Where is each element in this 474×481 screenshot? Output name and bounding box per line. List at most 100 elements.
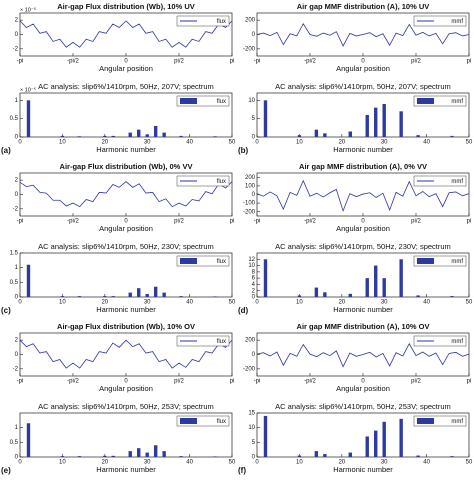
bar	[263, 415, 268, 457]
plot-frame	[19, 92, 233, 138]
x-tick-label: -pi/2	[67, 219, 79, 225]
chart-title: Air-gap Flux distribution (Wb), 10% OV	[57, 322, 195, 331]
chart-title: AC analysis: slip6%/1410rpm, 50Hz, 230V;…	[275, 242, 451, 251]
bar	[263, 100, 268, 137]
y-tick-label: 1	[15, 425, 19, 431]
line	[19, 181, 233, 208]
legend-label: mmf	[451, 259, 463, 265]
bar	[77, 136, 82, 137]
legend-box	[176, 255, 230, 267]
bar	[382, 421, 386, 457]
x-axis-label: Harmonic number	[96, 465, 156, 474]
x-tick-label: 40	[423, 300, 430, 306]
x-tick-label: 10	[296, 140, 303, 146]
bar	[399, 259, 403, 297]
x-tick-label: 0	[361, 59, 365, 65]
y-tick-label: 1.5	[10, 251, 19, 257]
y-tick-label: 2	[15, 178, 19, 184]
y-tick-label: 10	[248, 98, 255, 104]
panel-label: (a)	[1, 146, 11, 155]
bar	[382, 278, 386, 297]
y-tick-label: 4	[252, 282, 256, 288]
y-tick-label: 0	[15, 135, 19, 141]
x-tick-label: -pi/2	[67, 379, 79, 385]
legend-box	[176, 15, 230, 27]
legend-label: flux	[217, 419, 226, 425]
x-tick-label: 0	[361, 219, 365, 225]
x-tick-label: 30	[381, 300, 388, 306]
y-tick-label: 0	[15, 192, 19, 198]
x-tick-label: 30	[144, 140, 151, 146]
legend-box	[413, 255, 467, 267]
y-tick-label: -200	[243, 366, 256, 372]
bar	[162, 451, 166, 457]
bar	[450, 296, 454, 297]
panel-label: (d)	[238, 306, 249, 315]
chart-title: Air-gap Flux distribution (Wb), 10% UV	[57, 2, 195, 11]
y-tick-label: 200	[245, 338, 256, 344]
bar	[348, 452, 352, 457]
x-tick-label: pi/2	[411, 219, 421, 225]
bar	[213, 296, 217, 297]
bar	[103, 455, 107, 457]
y-tick-label: 0	[252, 455, 256, 461]
y-tick-label: 1	[15, 265, 19, 271]
x-tick-label: 50	[229, 460, 236, 466]
x-tick-label: 0	[124, 59, 128, 65]
y-tick-label: -2	[13, 366, 19, 372]
x-tick-label: 0	[124, 379, 128, 385]
bar	[137, 129, 141, 137]
y-tick-label: 100	[245, 183, 256, 189]
x-tick-label: 50	[466, 300, 473, 306]
plot-frame	[19, 252, 233, 298]
x-tick-label: 0	[18, 300, 22, 306]
y-tick-label: 6	[252, 276, 256, 282]
bar	[297, 455, 302, 457]
x-tick-label: 20	[101, 460, 108, 466]
y-tick-label: 2	[15, 338, 19, 344]
y-tick-label: 0	[15, 455, 19, 461]
y-tick-label: 10	[248, 425, 255, 431]
x-tick-label: 40	[423, 140, 430, 146]
x-tick-label: pi/2	[411, 379, 421, 385]
bar	[60, 135, 65, 137]
x-tick-label: 20	[101, 140, 108, 146]
x-tick-label: 40	[423, 460, 430, 466]
bar	[450, 135, 454, 137]
chart-title: AC analysis: slip6%/1410rpm, 50Hz, 253V;…	[275, 402, 451, 411]
chart-title: Air gap MMF distribution (A), 10% UV	[297, 2, 430, 11]
bar	[179, 296, 183, 297]
legend-label: mmf	[451, 419, 463, 425]
legend-label: mmf	[451, 339, 463, 345]
line	[19, 339, 233, 369]
bar	[145, 452, 149, 457]
bar	[145, 294, 149, 297]
legend-box	[176, 415, 230, 427]
x-tick-label: 30	[144, 460, 151, 466]
bar	[374, 107, 378, 137]
y-tick-label: 0	[252, 295, 256, 301]
x-tick-label: 50	[229, 300, 236, 306]
bar	[365, 436, 369, 457]
x-tick-label: -pi	[254, 59, 261, 65]
bar	[145, 134, 149, 137]
legend-label: flux	[217, 19, 226, 25]
bar	[213, 136, 217, 137]
legend-label: flux	[217, 339, 226, 345]
bar	[77, 456, 82, 457]
bar	[416, 295, 420, 297]
y-tick-label: 200	[245, 18, 256, 24]
bar	[323, 133, 327, 137]
bar	[374, 430, 378, 457]
x-tick-label: 50	[466, 460, 473, 466]
chart-title: Air gap MMF distribution (A), 10% OV	[297, 322, 430, 331]
x-tick-label: 0	[18, 460, 22, 466]
bar	[213, 456, 217, 457]
bar	[297, 135, 302, 137]
x-tick-label: 20	[338, 300, 345, 306]
x-tick-label: -pi	[254, 379, 261, 385]
bar	[103, 135, 107, 137]
x-axis-label: Harmonic number	[333, 305, 393, 314]
x-tick-label: 10	[59, 300, 66, 306]
x-tick-label: 30	[381, 140, 388, 146]
